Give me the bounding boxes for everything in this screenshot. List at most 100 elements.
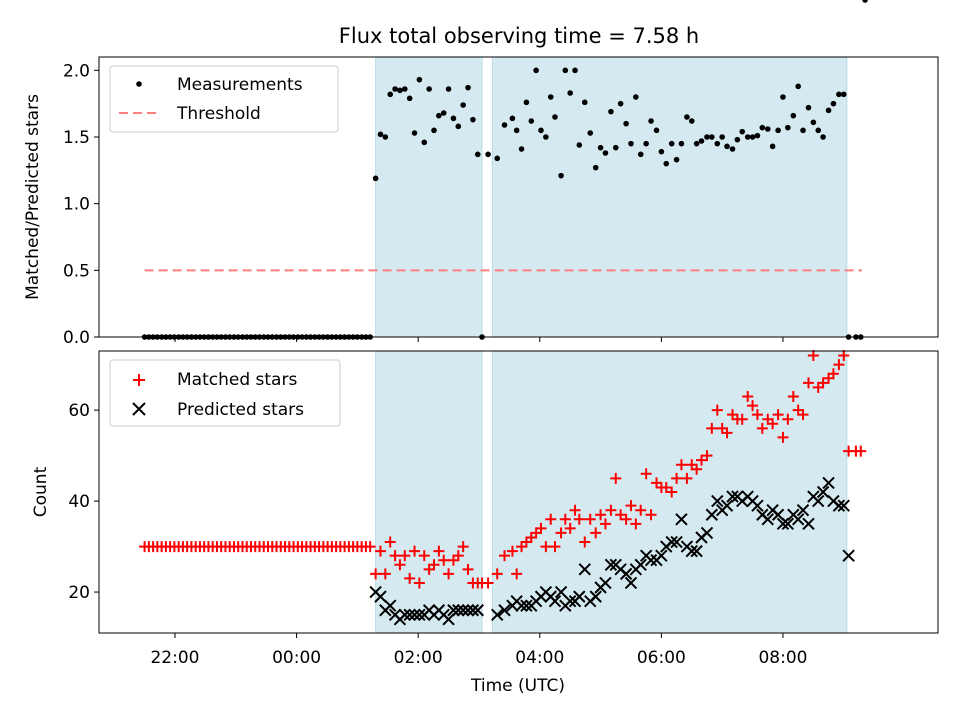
matched-star-point (549, 541, 561, 553)
measurement-point (775, 127, 781, 134)
predicted-star-point (711, 494, 724, 508)
measurement-point (455, 123, 462, 130)
matched-star-point (564, 522, 576, 534)
measurement-point (734, 136, 741, 143)
measurement-point (562, 67, 569, 74)
measurement-point (501, 122, 508, 128)
predicted-star-point (398, 608, 412, 622)
legend-label-matched: Matched stars (177, 370, 297, 390)
matched-star-point (767, 418, 779, 430)
measurement-point (815, 127, 822, 134)
predicted-star-point (802, 517, 815, 531)
matched-star-point (452, 550, 464, 562)
measurement-point (402, 86, 408, 92)
predicted-star-point (442, 613, 455, 626)
measurement-point (572, 67, 578, 74)
measurement-point (382, 134, 389, 140)
measurement-point (538, 127, 544, 134)
matched-star-point (584, 513, 596, 525)
measurement-point (688, 118, 695, 124)
matched-star-point (595, 509, 607, 521)
measurement-point (810, 119, 817, 126)
matched-star-point (797, 409, 809, 421)
legend-marker-predicted (132, 402, 146, 416)
predicted-star-point (771, 508, 785, 521)
xtick-label: 22:00 (150, 648, 199, 668)
predicted-star-point (675, 513, 688, 526)
measurement-point (744, 134, 751, 140)
measurement-point (617, 100, 624, 107)
matched-star-point (635, 504, 647, 516)
matched-star-point (833, 359, 845, 371)
measurement-point (523, 99, 530, 106)
predicted-star-point (456, 604, 470, 617)
predicted-star-point (384, 599, 397, 612)
top-legend-box (109, 65, 339, 133)
legend-label-predicted: Predicted stars (177, 400, 304, 420)
predicted-star-point (599, 576, 612, 590)
measurement-point (637, 151, 644, 158)
matched-star-point (736, 413, 748, 425)
matched-star-point (827, 368, 839, 380)
measurement-point (436, 112, 442, 119)
measurement-point (830, 100, 837, 107)
measurement-point (543, 134, 549, 140)
matched-star-point (409, 545, 421, 557)
predicted-star-point (447, 604, 460, 617)
predicted-star-point (452, 604, 465, 617)
measurement-point (698, 138, 705, 144)
predicted-star-point (548, 594, 562, 608)
legend-marker-measurements (136, 81, 142, 87)
measurement-point (431, 127, 437, 134)
matched-star-point (399, 550, 411, 562)
matched-star-point (751, 409, 763, 421)
matched-star-point (590, 527, 602, 539)
matched-star-point (579, 536, 591, 548)
predicted-star-point (461, 604, 475, 617)
predicted-star-point (726, 490, 739, 503)
matched-star-point (462, 563, 474, 575)
predicted-star-point (619, 567, 633, 581)
measurement-point (372, 175, 379, 182)
predicted-star-point (491, 608, 504, 622)
bottom-data-marks (139, 350, 867, 626)
measurement-point (673, 156, 680, 163)
bottom-ytick-label: 40 (68, 492, 90, 512)
predicted-star-point (644, 554, 658, 567)
measurement-point (663, 160, 670, 167)
matched-star-point (559, 513, 571, 525)
measurement-point (377, 131, 384, 138)
matched-star-point (625, 500, 637, 512)
measurement-point (754, 132, 761, 139)
measurement-point (836, 91, 842, 98)
measurement-point (587, 130, 594, 136)
predicted-star-point (670, 535, 683, 549)
predicted-star-point (705, 508, 719, 521)
matched-star-point (443, 568, 455, 580)
xtick-label: 06:00 (637, 648, 686, 668)
measurement-point (392, 86, 398, 92)
matched-star-point (701, 450, 713, 462)
measurement-point (387, 91, 394, 98)
predicted-star-point (837, 499, 850, 512)
measurement-point (558, 172, 564, 179)
matched-star-point (777, 431, 789, 443)
measurement-point (825, 107, 832, 114)
measurement-point (769, 143, 776, 150)
matched-star-point (620, 513, 632, 525)
xtick-label: 00:00 (272, 648, 321, 668)
measurement-point (820, 134, 826, 140)
predicted-star-point (578, 563, 591, 576)
top-ytick-label: 0.0 (63, 328, 90, 348)
measurement-point (633, 94, 639, 100)
matched-star-point (605, 504, 617, 516)
measurement-point (840, 91, 847, 98)
measurement-point (450, 115, 457, 122)
legend-label-threshold: Threshold (176, 104, 261, 124)
matched-star-point (747, 400, 759, 412)
top-y-ticks: 0.0 0.5 1.0 1.5 2.0 (63, 61, 99, 348)
matched-star-point (838, 350, 850, 362)
matched-star-point (379, 568, 391, 580)
measurement-point (612, 144, 619, 151)
measurement-point (704, 134, 710, 140)
